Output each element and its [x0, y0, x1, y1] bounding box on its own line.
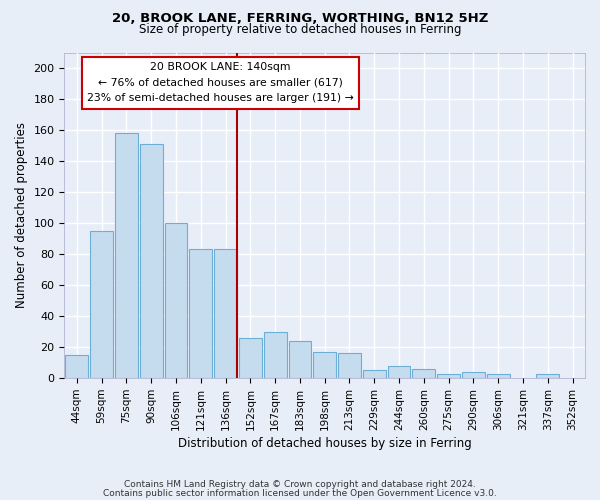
Bar	[90, 231, 113, 378]
Text: Contains HM Land Registry data © Crown copyright and database right 2024.: Contains HM Land Registry data © Crown c…	[124, 480, 476, 489]
Bar	[164, 223, 187, 378]
Bar	[65, 355, 88, 378]
Bar	[412, 369, 435, 378]
Text: 20, BROOK LANE, FERRING, WORTHING, BN12 5HZ: 20, BROOK LANE, FERRING, WORTHING, BN12 …	[112, 12, 488, 26]
Bar	[115, 133, 138, 378]
Bar	[239, 338, 262, 378]
Text: 20 BROOK LANE: 140sqm
← 76% of detached houses are smaller (617)
23% of semi-det: 20 BROOK LANE: 140sqm ← 76% of detached …	[87, 62, 354, 104]
Bar	[437, 374, 460, 378]
Bar	[388, 366, 410, 378]
Bar	[462, 372, 485, 378]
Bar	[289, 341, 311, 378]
Bar	[536, 374, 559, 378]
Bar	[140, 144, 163, 378]
Bar	[338, 354, 361, 378]
X-axis label: Distribution of detached houses by size in Ferring: Distribution of detached houses by size …	[178, 437, 472, 450]
Text: Contains public sector information licensed under the Open Government Licence v3: Contains public sector information licen…	[103, 488, 497, 498]
Bar	[214, 250, 237, 378]
Y-axis label: Number of detached properties: Number of detached properties	[15, 122, 28, 308]
Bar	[190, 250, 212, 378]
Bar	[487, 374, 509, 378]
Bar	[313, 352, 336, 378]
Bar	[363, 370, 386, 378]
Bar	[264, 332, 287, 378]
Text: Size of property relative to detached houses in Ferring: Size of property relative to detached ho…	[139, 24, 461, 36]
